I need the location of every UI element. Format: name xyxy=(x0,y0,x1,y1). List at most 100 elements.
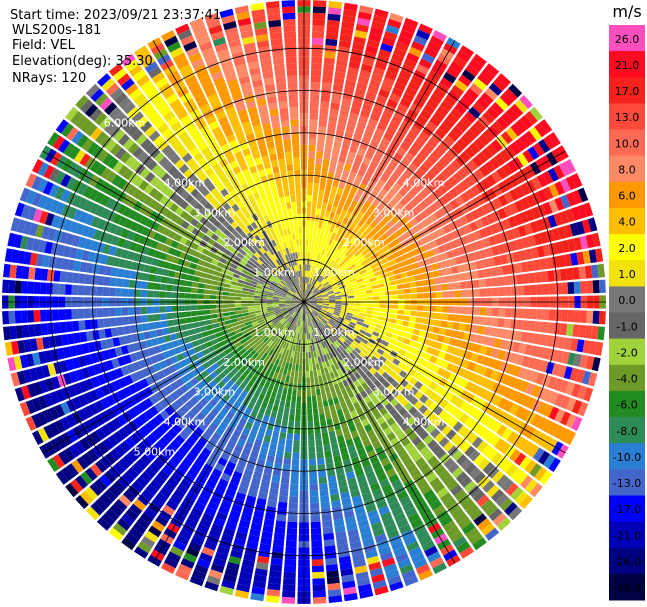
radar-gate xyxy=(478,133,490,146)
radar-gate xyxy=(350,266,358,273)
radar-gate xyxy=(73,209,83,222)
radar-gate xyxy=(118,494,132,507)
radar-gate xyxy=(286,315,292,322)
radar-gate xyxy=(487,466,500,479)
radar-gate xyxy=(409,198,419,208)
radar-gate xyxy=(320,269,326,276)
radar-gate xyxy=(360,109,371,118)
radar-gate xyxy=(308,292,313,298)
radar-gate xyxy=(332,273,339,279)
radar-gate xyxy=(369,139,380,149)
radar-gate xyxy=(124,375,134,386)
radar-gate xyxy=(468,532,483,545)
radar-gate xyxy=(54,419,66,434)
radar-gate xyxy=(399,197,409,207)
radar-gate xyxy=(343,341,350,348)
radar-gate xyxy=(189,262,198,270)
radar-gate xyxy=(176,419,187,430)
radar-gate xyxy=(49,199,60,213)
radar-gate xyxy=(343,9,357,18)
radar-gate xyxy=(102,221,112,232)
radar-gate xyxy=(376,359,384,368)
radar-gate xyxy=(205,229,214,238)
radar-gate xyxy=(279,347,285,355)
radar-gate xyxy=(484,503,498,517)
radar-gate xyxy=(100,208,111,220)
radar-gate xyxy=(272,385,279,393)
radar-gate xyxy=(449,337,457,346)
radar-gate xyxy=(236,286,243,291)
radar-gate xyxy=(158,510,172,522)
radar-gate xyxy=(258,321,266,326)
radar-gate xyxy=(284,362,290,370)
radar-gate xyxy=(498,194,508,207)
radar-gate xyxy=(290,477,299,485)
radar-gate xyxy=(204,220,213,229)
radar-gate xyxy=(436,82,450,94)
radar-gate xyxy=(274,398,281,406)
radar-gate xyxy=(423,434,434,445)
radar-gate xyxy=(554,409,566,423)
radar-gate xyxy=(295,313,300,320)
radar-gate xyxy=(322,302,330,304)
radar-gate xyxy=(93,363,103,375)
radar-gate xyxy=(245,263,252,269)
radar-gate xyxy=(326,287,333,292)
radar-gate xyxy=(366,303,374,308)
radar-gate xyxy=(269,342,276,349)
radar-gate xyxy=(453,282,461,290)
radar-gate xyxy=(117,356,126,367)
radar-gate xyxy=(518,343,527,354)
radar-gate xyxy=(592,310,600,324)
radar-gate xyxy=(437,367,446,377)
radar-gate xyxy=(122,316,130,326)
radar-gate xyxy=(355,323,362,329)
radar-gate xyxy=(465,527,480,540)
radar-gate xyxy=(318,349,323,357)
radar-gate xyxy=(148,322,156,330)
radar-gate xyxy=(254,465,264,474)
radar-gate xyxy=(566,323,574,337)
radar-gate xyxy=(329,108,339,117)
radar-gate xyxy=(369,212,378,221)
radar-gate xyxy=(312,401,318,409)
radar-gate xyxy=(250,374,258,383)
radar-gate xyxy=(481,68,496,82)
radar-gate xyxy=(208,473,220,484)
radar-gate xyxy=(234,328,242,335)
radar-gate xyxy=(362,323,370,329)
radar-gate xyxy=(112,337,121,347)
radar-gate xyxy=(250,522,262,531)
radar-gate xyxy=(313,324,318,331)
radar-gate xyxy=(519,456,532,470)
radar-gate xyxy=(393,268,401,275)
radar-gate xyxy=(350,319,358,324)
radar-gate xyxy=(381,197,390,206)
radar-gate xyxy=(307,291,312,297)
radar-gate xyxy=(304,270,307,277)
radar-gate xyxy=(181,415,191,425)
radar-gate xyxy=(350,106,361,115)
radar-gate xyxy=(244,253,252,260)
radar-gate xyxy=(159,283,167,291)
radar-gate xyxy=(433,482,445,494)
radar-gate xyxy=(448,176,459,187)
radar-gate xyxy=(117,326,125,336)
radar-gate xyxy=(442,291,449,298)
radar-gate xyxy=(443,520,457,533)
radar-gate xyxy=(135,224,145,234)
radar-gate xyxy=(498,287,506,297)
radar-gate xyxy=(458,98,471,110)
radar-gate xyxy=(306,389,311,397)
radar-gate xyxy=(205,479,217,489)
radar-gate xyxy=(310,312,315,319)
radar-gate xyxy=(389,318,397,324)
radar-gate xyxy=(429,499,443,511)
radar-gate xyxy=(218,478,229,488)
radar-gate xyxy=(159,195,169,206)
radar-gate xyxy=(164,209,174,220)
radar-gate xyxy=(447,282,455,290)
radar-gate xyxy=(187,268,196,276)
radar-gate xyxy=(65,358,75,371)
radar-gate xyxy=(419,430,429,441)
